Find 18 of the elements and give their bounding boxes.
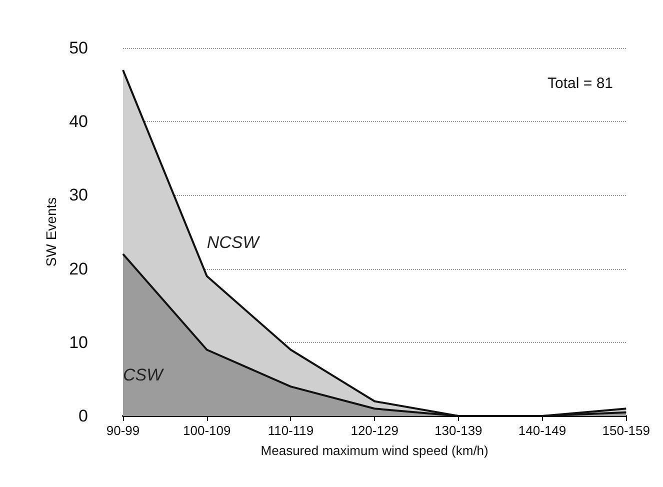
y-tick-label: 30	[69, 186, 88, 205]
y-axis-title: SW Events	[43, 197, 60, 267]
y-tick-label: 40	[69, 112, 88, 132]
x-tick-label: 100-109	[183, 423, 231, 438]
x-tick-label: 130-139	[434, 423, 482, 438]
y-tick-label: 50	[69, 38, 88, 58]
annotation: Total = 81	[548, 75, 614, 92]
x-tick-label: 150-159	[602, 423, 650, 438]
x-tick-label: 90-99	[106, 423, 140, 438]
x-tick-label: 110-119	[268, 423, 314, 438]
x-tick-label: 140-149	[518, 423, 566, 438]
series-label: CSW	[123, 365, 165, 384]
y-tick-label: 10	[69, 332, 88, 352]
x-tick-label: 120-129	[350, 423, 398, 438]
series-label: NCSW	[206, 233, 261, 252]
y-tick-label: 0	[78, 406, 88, 426]
x-axis-title: Measured maximum wind speed (km/h)	[260, 443, 488, 458]
y-tick-label: 20	[69, 259, 88, 278]
